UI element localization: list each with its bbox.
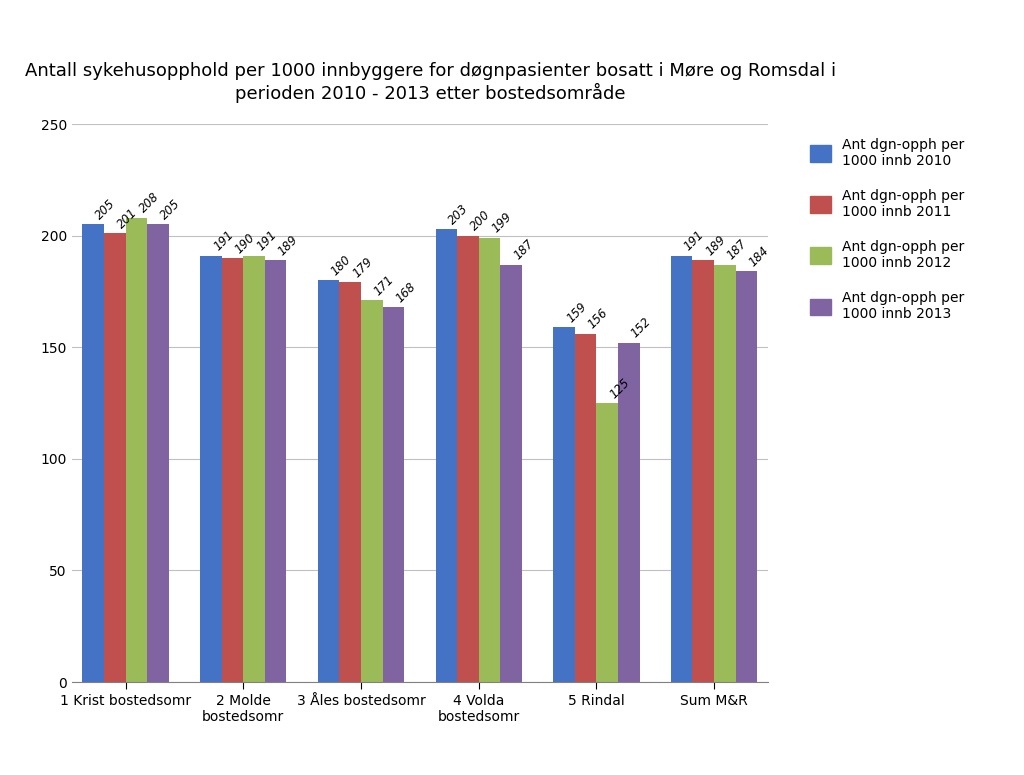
Bar [361,301,383,682]
Text: 203: 203 [446,202,471,226]
Bar [435,229,457,682]
Bar [671,256,692,682]
Bar [265,260,287,682]
Text: 205: 205 [158,197,183,222]
Text: 201: 201 [115,206,140,231]
Text: 187: 187 [725,237,750,263]
Bar [83,225,104,682]
Bar [104,233,126,682]
Bar [617,343,640,682]
Text: 184: 184 [746,244,771,269]
Bar [200,256,222,682]
Bar [244,256,265,682]
Text: 152: 152 [629,315,654,340]
Bar [478,238,501,682]
Text: 199: 199 [489,211,515,236]
Text: Antall sykehusopphold per 1000 innbyggere for døgnpasienter bosatt i Møre og Rom: Antall sykehusopphold per 1000 innbygger… [25,62,836,103]
Bar [692,260,714,682]
Text: 159: 159 [564,300,589,325]
Text: 189: 189 [703,232,728,258]
Text: 125: 125 [607,376,632,401]
Text: 205: 205 [93,197,119,222]
Bar [383,307,404,682]
Bar [457,236,478,682]
Text: 179: 179 [350,255,376,281]
Text: 200: 200 [468,208,493,233]
Text: 191: 191 [254,229,280,253]
Text: 191: 191 [682,229,707,253]
Text: 168: 168 [393,280,419,305]
Bar [574,334,596,682]
Text: 187: 187 [511,237,537,263]
Bar [501,264,522,682]
Text: 191: 191 [211,229,237,253]
Bar [147,225,169,682]
Bar [553,327,574,682]
Text: 180: 180 [329,253,353,278]
Legend: Ant dgn-opph per
1000 innb 2010, Ant dgn-opph per
1000 innb 2011, Ant dgn-opph p: Ant dgn-opph per 1000 innb 2010, Ant dgn… [803,131,971,328]
Text: 189: 189 [275,232,301,258]
Text: 156: 156 [586,306,610,332]
Bar [735,271,757,682]
Text: 190: 190 [232,231,258,256]
Bar [126,218,147,682]
Text: 171: 171 [372,273,397,298]
Bar [317,281,339,682]
Bar [596,403,617,682]
Bar [222,258,244,682]
Bar [714,264,735,682]
Text: 208: 208 [136,191,162,215]
Bar [339,282,361,682]
